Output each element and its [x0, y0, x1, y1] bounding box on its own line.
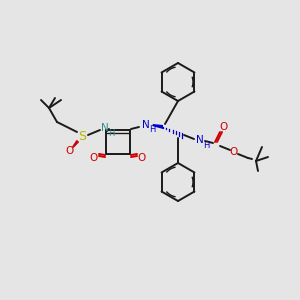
Text: H: H	[149, 125, 155, 134]
Text: O: O	[65, 146, 73, 156]
Text: O: O	[90, 153, 98, 163]
Text: S: S	[78, 130, 86, 143]
Text: N: N	[142, 120, 150, 130]
Text: O: O	[219, 122, 227, 132]
Text: H: H	[108, 128, 114, 137]
Text: N: N	[101, 123, 109, 133]
Text: N: N	[196, 135, 204, 145]
Text: O: O	[138, 153, 146, 163]
Text: O: O	[230, 147, 238, 157]
Text: H: H	[203, 140, 209, 149]
Polygon shape	[152, 124, 163, 129]
